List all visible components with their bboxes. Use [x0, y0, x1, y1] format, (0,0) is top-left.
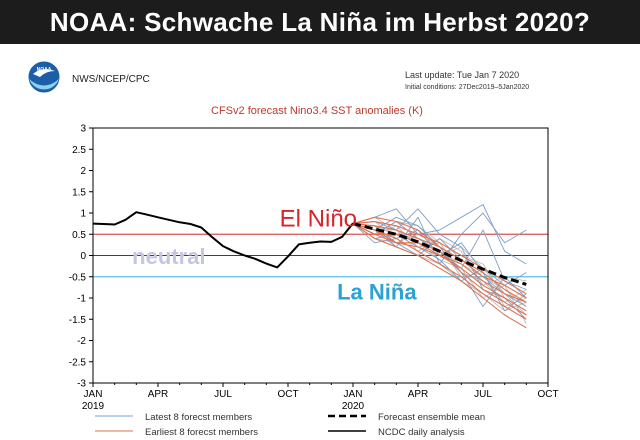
x-tick-label: OCT	[277, 389, 298, 400]
plot-frame	[92, 127, 549, 384]
legend: Latest 8 forecst members Forecast ensembl…	[95, 412, 485, 438]
y-tick-label: -3	[77, 379, 86, 390]
y-tick-label: 2.5	[72, 145, 86, 156]
legend-label: Latest 8 forecst members	[145, 412, 252, 423]
legend-label: NCDC daily analysis	[378, 427, 465, 438]
x-tick-label: JAN	[84, 389, 103, 400]
headline-title: NOAA: Schwache La Niña im Herbst 2020?	[49, 6, 591, 37]
x-tick-year-label: 2019	[82, 401, 105, 412]
x-tick-label: OCT	[537, 389, 558, 400]
axes: 32.521.510.50-0.5-1-1.5-2-2.5-3JAN2019AP…	[69, 124, 559, 413]
y-tick-label: -1.5	[69, 315, 87, 326]
el-nino-label: El Niño	[280, 206, 357, 233]
earliest-member-line	[352, 216, 527, 299]
nino34-chart: NOAA NWS/NCEP/CPC Last update: Tue Jan 7…	[27, 60, 559, 438]
x-tick-label: APR	[148, 389, 169, 400]
noaa-logo-text: NOAA	[37, 67, 52, 73]
neutral-label: neutral	[132, 244, 205, 269]
headline-bar: NOAA: Schwache La Niña im Herbst 2020?	[0, 0, 640, 44]
y-tick-label: -2.5	[69, 357, 87, 368]
y-tick-label: -2	[77, 336, 86, 347]
x-tick-year-label: 2020	[342, 401, 365, 412]
last-update: Last update: Tue Jan 7 2020	[405, 70, 519, 80]
noaa-logo-icon: NOAA	[27, 60, 61, 94]
chart-title: CFSv2 forecast Nino3.4 SST anomalies (K)	[211, 105, 423, 117]
x-tick-label: JAN	[344, 389, 363, 400]
analysis	[92, 211, 354, 269]
y-tick-label: 2	[80, 166, 86, 177]
ensemble-mean-line	[352, 222, 527, 286]
earliest-member-line	[352, 220, 527, 295]
x-tick-label: JUL	[474, 389, 492, 400]
la-nina-label: La Niña	[337, 279, 417, 304]
agency-label: NWS/NCEP/CPC	[72, 74, 150, 85]
y-tick-label: 0	[80, 251, 86, 262]
x-tick-label: JUL	[214, 389, 232, 400]
ensemble-mean	[352, 222, 527, 286]
y-tick-label: 1	[80, 209, 86, 220]
y-tick-label: 0.5	[72, 230, 86, 241]
y-tick-label: 3	[80, 124, 86, 135]
y-tick-label: -1	[77, 294, 86, 305]
latest-member-line	[352, 204, 527, 265]
earliest-member-line	[352, 223, 527, 329]
legend-label: Earliest 8 forecst members	[145, 427, 258, 438]
legend-label: Forecast ensemble mean	[378, 412, 485, 423]
y-tick-label: 1.5	[72, 187, 86, 198]
region-labels: El Niño neutral La Niña	[132, 206, 417, 305]
initial-conditions: Initial conditions: 27Dec2019–5Jan2020	[405, 84, 529, 91]
latest-member-line	[352, 208, 527, 320]
analysis-line	[92, 211, 354, 269]
earliest-member-line	[352, 223, 527, 320]
y-tick-label: -0.5	[69, 272, 87, 283]
x-tick-label: APR	[408, 389, 429, 400]
